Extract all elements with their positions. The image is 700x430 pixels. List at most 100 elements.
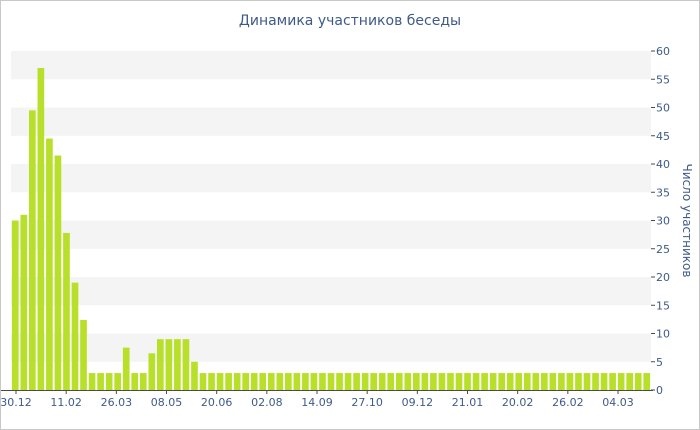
bar (199, 373, 207, 390)
chart-title: Динамика участников беседы (238, 13, 462, 29)
bar (515, 373, 523, 390)
y-tick-label: 10 (656, 328, 670, 341)
y-tick-label: 25 (656, 243, 670, 256)
x-tick-label: 26.02 (552, 396, 584, 409)
y-tick-label: 45 (656, 130, 670, 143)
x-tick-label: 02.08 (251, 396, 283, 409)
y-tick-label: 55 (656, 73, 670, 86)
bar (139, 373, 147, 390)
grid-band (11, 51, 651, 80)
bar (122, 347, 130, 391)
y-tick-label: 0 (656, 384, 663, 397)
bar (267, 373, 275, 390)
bar (541, 373, 548, 390)
x-tick-label: 20.06 (201, 396, 233, 409)
bar (250, 373, 258, 390)
x-tick-label: 30.12 (1, 396, 32, 409)
bar (498, 373, 505, 390)
bar (148, 353, 156, 390)
bar (600, 373, 608, 390)
y-tick-label: 40 (656, 158, 670, 171)
x-tick-label: 26.03 (101, 396, 133, 409)
bar (353, 373, 360, 390)
bar (29, 110, 36, 390)
bar (174, 339, 181, 390)
x-tick-label: 11.02 (50, 396, 82, 409)
bar (233, 373, 241, 390)
bar (523, 373, 531, 390)
bar (361, 373, 369, 390)
bar (285, 373, 292, 390)
bar (421, 373, 429, 390)
bar (558, 373, 565, 390)
bar (310, 373, 318, 390)
grid-band (11, 277, 651, 306)
bar (302, 373, 309, 390)
bar (97, 373, 104, 390)
bar (336, 373, 343, 390)
y-tick-label: 50 (656, 102, 670, 115)
bar (626, 373, 633, 390)
bar (327, 373, 335, 390)
bar (430, 373, 437, 390)
bar (131, 373, 139, 390)
bar (387, 373, 395, 390)
bar (395, 373, 403, 390)
x-tick-label: 04.03 (602, 396, 634, 409)
bar (455, 373, 463, 390)
bar (105, 373, 113, 390)
bar (481, 373, 488, 390)
bar (191, 361, 198, 390)
y-tick-label: 60 (656, 45, 670, 58)
bar (165, 339, 173, 390)
bar (344, 373, 352, 390)
bar (46, 138, 53, 390)
bar (592, 373, 599, 390)
y-tick-label: 30 (656, 215, 670, 228)
bar (472, 373, 480, 390)
bar (71, 282, 79, 390)
x-tick-label: 14.09 (301, 396, 333, 409)
bar (20, 214, 28, 390)
bar (37, 67, 45, 390)
grid-band (11, 333, 651, 362)
bar (634, 373, 642, 390)
bar (532, 373, 540, 390)
y-tick-label: 20 (656, 271, 670, 284)
bar (216, 373, 224, 390)
y-tick-label: 15 (656, 299, 670, 312)
bar (566, 373, 574, 390)
bar (208, 373, 215, 390)
grid-band (11, 164, 651, 193)
bar (276, 373, 284, 390)
x-tick-label: 27.10 (351, 396, 383, 409)
bar (489, 373, 497, 390)
bar (242, 373, 249, 390)
bar (617, 373, 625, 390)
bar (182, 339, 190, 390)
x-tick-label: 21.01 (452, 396, 484, 409)
x-tick-label: 20.02 (502, 396, 534, 409)
bar (319, 373, 326, 390)
bar (575, 373, 582, 390)
bar (293, 373, 301, 390)
y-tick-label: 5 (656, 356, 663, 369)
bar (447, 373, 454, 390)
bar (88, 373, 96, 390)
bar (643, 373, 651, 390)
bar (549, 373, 557, 390)
bar (370, 373, 377, 390)
y-axis-label: Число участников (680, 164, 694, 278)
bar (464, 373, 471, 390)
bar (438, 373, 446, 390)
bar (63, 232, 70, 390)
grid-band (11, 220, 651, 249)
bar (609, 373, 616, 390)
bar (114, 373, 121, 390)
bar (80, 319, 87, 390)
bar (378, 373, 386, 390)
bar (259, 373, 267, 390)
bar (11, 220, 19, 390)
